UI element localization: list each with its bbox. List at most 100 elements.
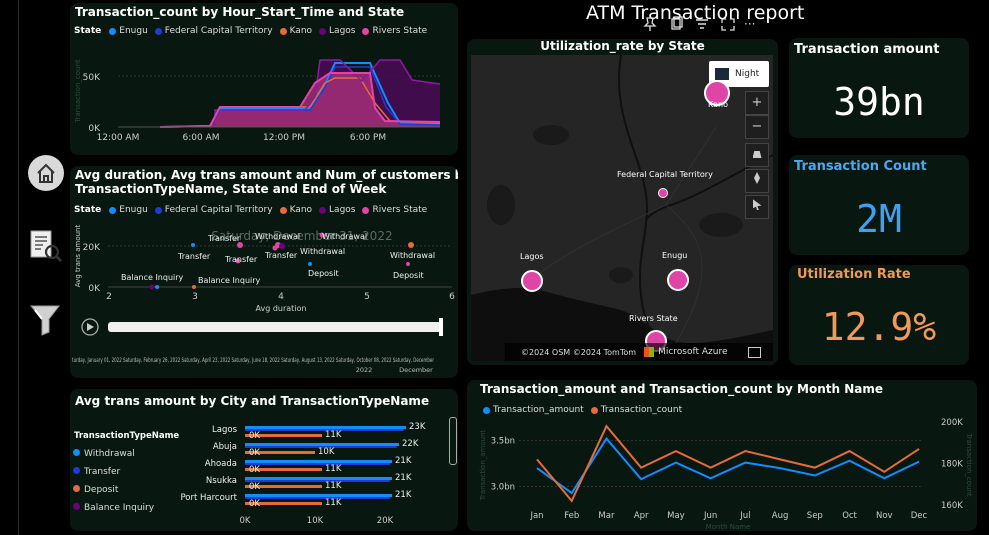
- legend-item[interactable]: Transfer: [73, 463, 154, 481]
- timeline-slider[interactable]: [108, 322, 442, 332]
- legend-item[interactable]: Transaction_amount: [493, 405, 584, 415]
- zoom-in-button[interactable]: +: [745, 91, 769, 115]
- scrollbar[interactable]: [449, 417, 457, 465]
- data-label: 0K: [249, 465, 260, 475]
- scatter-point: [308, 262, 312, 266]
- series-line-rivers: [159, 72, 441, 128]
- kpi-value: 2M: [856, 197, 902, 241]
- x-tick: Jul: [739, 511, 750, 521]
- x-tick: 12:00 AM: [97, 133, 140, 143]
- data-label: 0K: [249, 482, 260, 492]
- focus-mode-icon[interactable]: [718, 15, 738, 33]
- cursor-icon: [752, 199, 762, 210]
- x-tick: May: [667, 511, 685, 521]
- filter-lines-icon[interactable]: [692, 15, 712, 33]
- map-svg: [471, 55, 773, 361]
- legend-item[interactable]: Deposit: [73, 481, 154, 499]
- visual-header-toolbar: ···: [640, 14, 782, 34]
- tilt-button[interactable]: [745, 143, 769, 167]
- scatter-point: [155, 285, 159, 289]
- point-label: Withdrawal: [390, 251, 435, 260]
- state-legend: State Enugu Federal Capital Territory Kano…: [74, 26, 431, 36]
- scatter-point: [319, 232, 325, 238]
- legend-item[interactable]: Rivers State: [372, 26, 428, 36]
- series-line-transaction-amount: [536, 436, 920, 495]
- type-legend: Withdrawal Transfer Deposit Balance Inquiry: [73, 445, 154, 517]
- legend-item[interactable]: Withdrawal: [73, 445, 154, 463]
- legend-dot: [279, 27, 287, 35]
- x-tick: Jan: [529, 511, 543, 521]
- funnel-icon: [29, 305, 61, 336]
- legend-item[interactable]: Kano: [289, 205, 313, 215]
- legend-label: Withdrawal: [84, 449, 135, 459]
- monthly-panel: Transaction_amount and Transaction_count…: [467, 380, 977, 531]
- legend-item[interactable]: Kano: [289, 26, 313, 36]
- feedback-icon[interactable]: [747, 346, 761, 358]
- timeline-year: 2022: [356, 366, 373, 374]
- copy-icon[interactable]: [666, 15, 686, 33]
- map-panel: Utilization_rate by State Night Kano Fed…: [467, 39, 778, 365]
- legend-item[interactable]: Enugu: [119, 26, 148, 36]
- data-label: 21K: [395, 490, 412, 500]
- panel-title: Utilization_rate by State: [540, 39, 705, 53]
- report-title: ATM Transaction report: [586, 2, 805, 24]
- type-legend-title: TransactionTypeName: [74, 431, 180, 441]
- legend-dot: [73, 485, 80, 492]
- legend-item[interactable]: Rivers State: [372, 205, 428, 215]
- legend-item[interactable]: Transaction_count: [600, 405, 683, 415]
- y-tick: 20K: [83, 243, 101, 253]
- point-label: Deposit: [308, 269, 339, 278]
- y-tick: 0K: [88, 284, 101, 294]
- map-bubble-fct[interactable]: [658, 188, 668, 198]
- home-button[interactable]: [28, 155, 64, 191]
- map-bubble-lagos[interactable]: [521, 270, 543, 292]
- legend-dot: [154, 27, 162, 35]
- legend-label: State: [74, 205, 102, 215]
- legend-item[interactable]: Federal Capital Territory: [164, 26, 273, 36]
- scatter-chart: Saturday, December 31, 2022 Avg trans am…: [72, 225, 455, 374]
- bar-transfer: [245, 497, 390, 499]
- y-left-tick: 3.0bn: [491, 483, 515, 493]
- legend-dot: [590, 406, 598, 414]
- compass-button[interactable]: [745, 169, 769, 193]
- point-label: Transfer: [177, 252, 211, 261]
- kpi-transaction-amount: Transaction amount 39bn: [789, 38, 969, 138]
- y-right-tick: 200K: [941, 418, 963, 428]
- x-tick: 3: [192, 292, 198, 302]
- scatter-point: [192, 285, 196, 289]
- report-details-button[interactable]: [28, 228, 64, 264]
- filter-button[interactable]: [28, 302, 64, 338]
- timeline-handle[interactable]: [439, 318, 443, 336]
- legend-item[interactable]: Federal Capital Territory: [164, 205, 273, 215]
- pin-icon[interactable]: [640, 15, 660, 33]
- map-bubble-enugu[interactable]: [667, 269, 689, 291]
- x-tick: Apr: [634, 511, 649, 521]
- river: [617, 55, 657, 341]
- zoom-out-button[interactable]: −: [745, 115, 769, 139]
- x-tick: 12:00 PM: [263, 133, 305, 143]
- legend-dot: [109, 206, 117, 214]
- report-search-icon: [30, 230, 63, 263]
- legend-item[interactable]: Lagos: [329, 205, 356, 215]
- y-right-tick: 160K: [941, 501, 963, 511]
- select-button[interactable]: [745, 195, 769, 219]
- legend-dot: [319, 206, 327, 214]
- legend-item[interactable]: Balance Inquiry: [73, 499, 154, 517]
- map-canvas[interactable]: Night Kano Federal Capital Territory Lag…: [471, 55, 773, 361]
- map-attribution: ©2024 OSM ©2024 TomTom: [521, 347, 637, 357]
- night-label: Night: [735, 69, 760, 79]
- data-label: 11K: [325, 481, 342, 491]
- play-button[interactable]: [81, 318, 99, 336]
- x-tick: Nov: [876, 511, 893, 521]
- data-label: 21K: [395, 456, 412, 466]
- legend-item[interactable]: Lagos: [329, 26, 356, 36]
- bar-transfer: [245, 480, 390, 482]
- scatter-point: [235, 258, 241, 264]
- legend-item[interactable]: Enugu: [119, 205, 148, 215]
- map-bubble-kano[interactable]: [704, 80, 730, 106]
- more-options-icon[interactable]: ···: [744, 17, 756, 31]
- kpi-value: 12.9%: [821, 305, 937, 349]
- hourly-area-chart: Transaction_count 50K 0K 12:00 AM 6:00 A…: [74, 59, 441, 143]
- y-tick: 0K: [88, 124, 101, 134]
- data-label: 11K: [325, 464, 342, 474]
